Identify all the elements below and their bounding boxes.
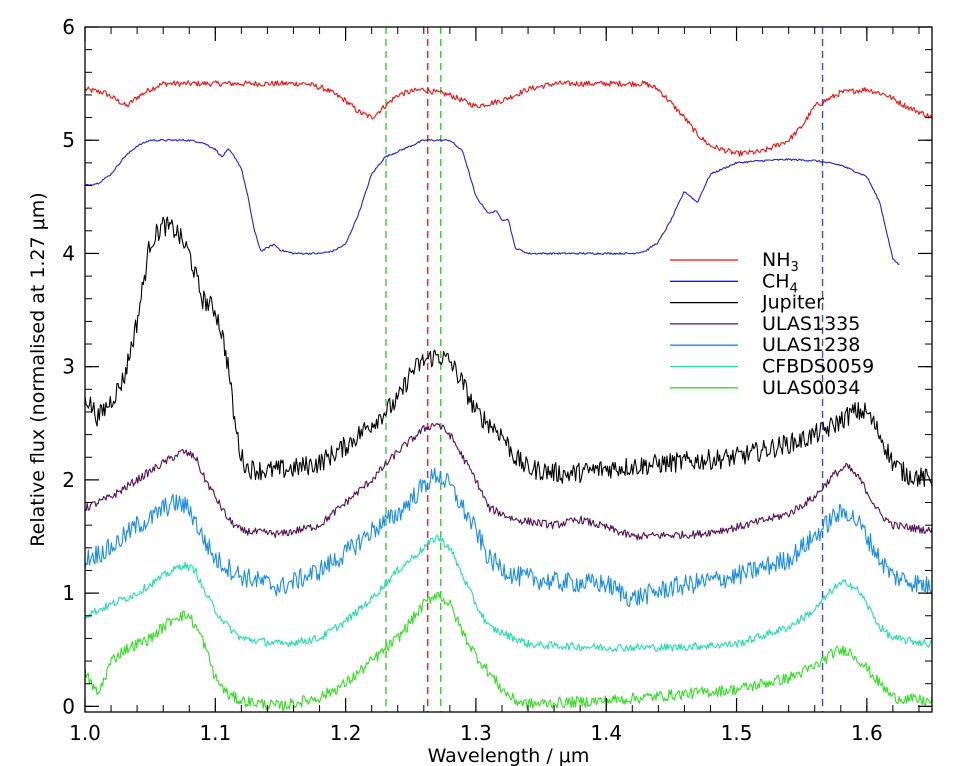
x-tick-label: 1.4: [590, 721, 622, 745]
series-ulas1335: [84, 422, 933, 541]
legend-label-ulas0034: ULAS0034: [762, 377, 860, 399]
legend-label-ulas1238: ULAS1238: [762, 334, 860, 356]
y-tick-label: 4: [62, 241, 75, 265]
x-tick-label: 1.0: [69, 721, 101, 745]
series-nh3: [84, 80, 933, 157]
axes: 1.0 1.1 1.2 1.3 1.4 1.5 1.6 0 1 2 3 4 5 6: [62, 15, 933, 745]
vertical-lines: [385, 27, 824, 712]
x-tick-label: 1.2: [330, 721, 362, 745]
series-cfbds0059: [84, 534, 933, 652]
y-tick-label: 0: [62, 694, 75, 718]
y-tick-label: 1: [62, 581, 75, 605]
x-tick-label: 1.5: [721, 721, 753, 745]
legend: NH3CH4JupiterULAS1335ULAS1238CFBDS0059UL…: [670, 249, 874, 399]
x-tick-label: 1.3: [460, 721, 492, 745]
y-tick-label: 5: [62, 128, 75, 152]
y-axis-label: Relative flux (normalised at 1.27 μm): [27, 192, 49, 546]
x-tick-label: 1.1: [199, 721, 231, 745]
legend-label-nh3: NH3: [762, 249, 799, 275]
legend-label-cfbds0059: CFBDS0059: [762, 356, 874, 378]
series-jupiter: [84, 216, 933, 487]
x-axis-label: Wavelength / μm: [428, 745, 590, 766]
x-tick-label: 1.6: [851, 721, 883, 745]
legend-label-ch4: CH4: [762, 270, 798, 296]
plot-frame: [84, 26, 933, 713]
legend-label-jupiter: Jupiter: [761, 292, 824, 314]
legend-label-ulas1335: ULAS1335: [762, 313, 860, 335]
series-ulas0034: [84, 591, 933, 712]
series-ch4: [84, 138, 900, 265]
series-ulas1238: [84, 467, 933, 607]
series-layer: [84, 80, 933, 712]
y-tick-label: 6: [62, 15, 75, 39]
y-tick-label: 3: [62, 355, 75, 379]
y-tick-label: 2: [62, 468, 75, 492]
